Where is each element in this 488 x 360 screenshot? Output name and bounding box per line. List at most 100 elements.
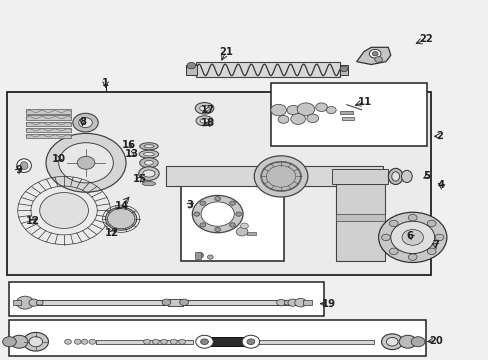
Bar — [341, 117, 353, 120]
Circle shape — [270, 104, 286, 116]
Circle shape — [276, 300, 285, 306]
Ellipse shape — [20, 162, 28, 170]
Circle shape — [16, 296, 34, 309]
Circle shape — [10, 335, 28, 348]
Bar — [26, 134, 71, 138]
Circle shape — [152, 339, 159, 344]
Bar — [181, 175, 283, 261]
Bar — [26, 122, 71, 126]
Ellipse shape — [200, 118, 208, 123]
Bar — [303, 300, 311, 305]
Circle shape — [207, 255, 213, 259]
Text: 3: 3 — [186, 200, 193, 210]
Circle shape — [81, 339, 88, 344]
Ellipse shape — [401, 170, 411, 183]
Circle shape — [2, 337, 16, 347]
Bar — [335, 184, 384, 261]
Bar — [26, 109, 71, 114]
Ellipse shape — [196, 116, 213, 126]
Bar — [331, 169, 387, 184]
Circle shape — [294, 298, 306, 307]
Circle shape — [36, 300, 43, 305]
Circle shape — [64, 339, 71, 344]
Circle shape — [29, 299, 39, 306]
Circle shape — [401, 229, 423, 245]
Circle shape — [371, 51, 377, 56]
Circle shape — [398, 335, 416, 348]
Bar — [185, 65, 196, 75]
Circle shape — [59, 143, 113, 183]
Bar — [9, 282, 324, 316]
Circle shape — [315, 103, 327, 112]
Circle shape — [160, 339, 167, 344]
Circle shape — [179, 299, 188, 306]
Circle shape — [29, 337, 42, 347]
Circle shape — [200, 223, 205, 227]
Circle shape — [378, 212, 446, 262]
Bar — [26, 116, 71, 120]
Circle shape — [235, 212, 241, 216]
Circle shape — [390, 221, 434, 253]
Text: 13: 13 — [124, 149, 138, 159]
Bar — [96, 340, 193, 344]
Circle shape — [143, 339, 150, 344]
Circle shape — [162, 299, 170, 306]
Circle shape — [434, 234, 443, 240]
Circle shape — [74, 339, 81, 344]
Text: 15: 15 — [132, 174, 146, 184]
Text: 11: 11 — [358, 97, 372, 107]
Bar — [167, 299, 182, 306]
Circle shape — [40, 193, 88, 228]
Circle shape — [89, 339, 96, 344]
Text: 9: 9 — [16, 165, 22, 175]
Text: 7: 7 — [431, 240, 438, 250]
Text: 20: 20 — [428, 336, 442, 346]
Circle shape — [374, 57, 382, 62]
Ellipse shape — [139, 167, 159, 180]
Circle shape — [410, 337, 424, 347]
Bar — [271, 83, 427, 146]
Circle shape — [407, 215, 416, 221]
Text: 18: 18 — [201, 118, 215, 128]
Circle shape — [306, 114, 318, 123]
Ellipse shape — [264, 163, 298, 190]
Ellipse shape — [143, 152, 154, 156]
Text: 2: 2 — [435, 131, 442, 141]
Circle shape — [388, 220, 397, 227]
Bar — [13, 300, 21, 305]
Text: 12: 12 — [104, 228, 119, 238]
Text: 19: 19 — [321, 299, 335, 309]
Text: 12: 12 — [25, 216, 40, 226]
Circle shape — [386, 337, 397, 346]
Circle shape — [242, 335, 259, 348]
Circle shape — [427, 248, 435, 255]
Circle shape — [214, 197, 220, 201]
Circle shape — [290, 114, 305, 125]
Ellipse shape — [142, 170, 155, 177]
Circle shape — [236, 227, 247, 236]
Circle shape — [407, 254, 416, 260]
Circle shape — [201, 202, 234, 226]
Circle shape — [297, 103, 314, 116]
Bar — [335, 214, 384, 221]
Circle shape — [339, 66, 347, 72]
Circle shape — [23, 332, 48, 351]
Circle shape — [284, 300, 291, 305]
Ellipse shape — [139, 150, 158, 158]
Circle shape — [240, 223, 248, 229]
Circle shape — [46, 134, 126, 192]
Bar — [195, 62, 339, 77]
Circle shape — [229, 201, 235, 205]
Polygon shape — [356, 47, 390, 64]
Circle shape — [261, 162, 300, 191]
Circle shape — [170, 339, 177, 344]
Circle shape — [286, 105, 299, 115]
Bar — [194, 252, 200, 259]
Text: 1: 1 — [102, 78, 109, 88]
Bar — [246, 232, 255, 234]
Circle shape — [200, 339, 208, 345]
Text: 6: 6 — [406, 231, 413, 240]
Circle shape — [287, 299, 297, 306]
Circle shape — [186, 62, 195, 69]
Circle shape — [200, 201, 205, 205]
